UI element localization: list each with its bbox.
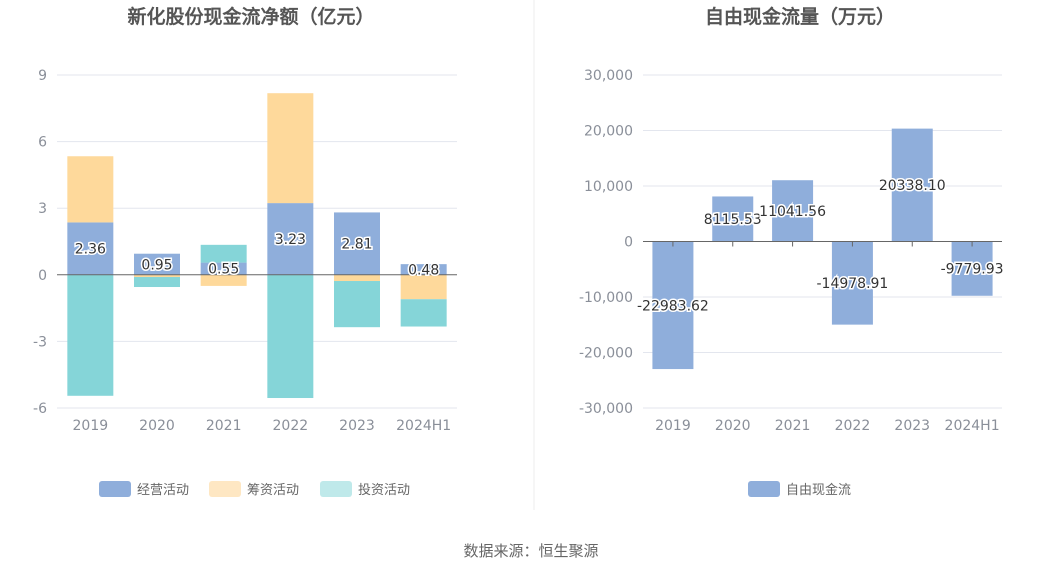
bar-operating (400, 264, 447, 275)
y-tick-label: 9 (38, 68, 47, 84)
bar-free-cashflow (772, 180, 814, 242)
right-chart-title: 自由现金流量（万元） (705, 5, 895, 28)
data-label-free-cashflow: -22983.62 (637, 298, 709, 314)
left-chart-title: 新化股份现金流净额（亿元） (127, 5, 374, 28)
data-label-free-cashflow: 20338.10 (879, 178, 946, 194)
y-tick-label: 3 (38, 201, 47, 217)
x-tick-label: 2024H1 (396, 418, 451, 434)
data-label-free-cashflow: -9779.93 (941, 262, 1004, 278)
y-tick-label: 10,000 (584, 179, 633, 195)
legend-label-fcf: 自由现金流 (786, 482, 851, 498)
x-tick-label: 2023 (894, 418, 930, 434)
data-label-operating: 0.55 (208, 262, 239, 278)
left-legend: 经营活动 筹资活动 投资活动 (99, 481, 410, 498)
bar-free-cashflow (712, 196, 754, 242)
y-tick-label: -30,000 (579, 401, 633, 417)
x-tick-label: 2020 (715, 418, 751, 434)
bar-operating (334, 212, 380, 275)
x-tick-label: 2024H1 (945, 418, 1000, 434)
bar-financing (334, 274, 380, 282)
x-tick-label: 2019 (655, 418, 691, 434)
legend-swatch-investing (320, 481, 352, 497)
legend-label-financing: 筹资活动 (247, 482, 299, 498)
legend-item-fcf[interactable]: 自由现金流 (748, 481, 851, 498)
y-tick-label: -10,000 (579, 290, 633, 306)
bar-investing (400, 299, 447, 327)
bar-operating (267, 203, 314, 275)
legend-item-financing[interactable]: 筹资活动 (209, 481, 299, 498)
free-cashflow-chart: 30,000 20,000 10,000 0 -10,000 -20,000 -30,000… (579, 68, 1005, 434)
bar-operating (200, 262, 247, 275)
data-label-operating: 3.23 (275, 232, 306, 248)
bar-free-cashflow (652, 241, 694, 370)
x-tick-label: 2021 (775, 418, 811, 434)
bar-financing (400, 274, 447, 300)
y-tick-label: 30,000 (584, 68, 633, 84)
bar-investing (200, 244, 247, 263)
legend-item-investing[interactable]: 投资活动 (320, 481, 410, 498)
x-tick-label: 2019 (73, 418, 109, 434)
source-label: 数据来源：恒生聚源 (463, 542, 598, 560)
bar-free-cashflow (891, 128, 933, 242)
bar-investing (67, 274, 114, 396)
bar-investing (267, 274, 314, 399)
bar-operating (67, 222, 114, 275)
bar-financing (67, 156, 114, 223)
bar-free-cashflow (951, 241, 993, 296)
legend-item-operating[interactable]: 经营活动 (99, 481, 189, 498)
bar-operating (134, 253, 180, 275)
legend-label-investing: 投资活动 (358, 482, 410, 498)
x-tick-label: 2022 (835, 418, 871, 434)
y-tick-label: -6 (33, 401, 47, 417)
data-label-free-cashflow: -14978.91 (816, 276, 888, 292)
x-tick-label: 2022 (273, 418, 309, 434)
right-legend: 自由现金流 (748, 481, 851, 498)
data-label-free-cashflow: 11041.56 (759, 204, 826, 220)
data-label-operating: 2.81 (341, 237, 372, 253)
y-tick-label: -20,000 (579, 346, 633, 362)
bar-free-cashflow (831, 241, 873, 325)
legend-swatch-fcf (748, 481, 780, 497)
data-label-free-cashflow: 8115.53 (704, 212, 762, 228)
legend-label-operating: 经营活动 (137, 483, 189, 498)
y-tick-label: -3 (33, 334, 47, 350)
data-label-operating: 0.95 (141, 257, 172, 273)
bar-investing (134, 277, 180, 288)
bar-financing (267, 93, 314, 204)
data-label-operating: 0.48 (408, 262, 439, 278)
y-tick-label: 0 (38, 268, 47, 284)
y-tick-label: 6 (38, 135, 47, 151)
cashflow-net-chart: 9 6 3 0 -3 -6 2019 2020 2021 2022 2023 2024H1 2.36 0.… (33, 68, 457, 434)
x-tick-label: 2021 (206, 418, 242, 434)
y-tick-label: 20,000 (584, 124, 633, 140)
x-tick-label: 2023 (339, 418, 375, 434)
x-tick-label: 2020 (139, 418, 175, 434)
legend-swatch-financing (209, 481, 241, 497)
bar-financing (134, 274, 180, 278)
legend-swatch-operating (99, 481, 131, 497)
y-tick-label: 0 (624, 235, 633, 251)
bar-investing (334, 281, 380, 328)
data-label-operating: 2.36 (75, 242, 106, 258)
bar-financing (200, 274, 247, 286)
